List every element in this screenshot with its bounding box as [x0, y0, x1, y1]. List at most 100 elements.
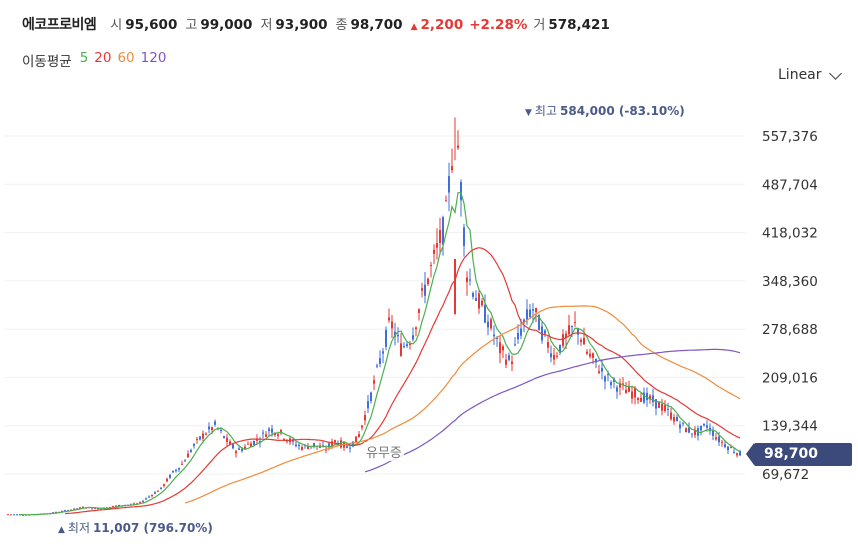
candle-body: [451, 166, 453, 171]
candle-body: [433, 249, 435, 254]
candle-body: [469, 279, 471, 281]
candle-body: [556, 355, 558, 357]
candle-body: [421, 288, 423, 291]
candle-body: [430, 264, 432, 266]
candle-body: [193, 444, 195, 446]
ma-120-label[interactable]: 120: [140, 50, 167, 66]
candle-body: [562, 334, 564, 347]
candle-body: [61, 511, 63, 513]
candle-body: [352, 441, 354, 447]
candle-body: [682, 422, 684, 424]
open-value: 95,600: [125, 17, 178, 33]
candle-body: [625, 389, 627, 394]
candle-body: [22, 514, 24, 516]
candle-body: [403, 346, 405, 348]
candle-body: [523, 319, 525, 323]
candle-body: [139, 502, 141, 504]
candle-body: [493, 334, 495, 337]
candle-body: [298, 444, 300, 447]
candle-body: [385, 330, 387, 347]
candle-body: [373, 380, 375, 384]
candle-body: [667, 408, 669, 410]
candle-body: [220, 430, 222, 432]
candle-body: [577, 329, 579, 335]
ma-20-label[interactable]: 20: [94, 50, 112, 66]
candle-body: [574, 322, 576, 324]
candle-body: [178, 467, 180, 470]
ma-60-line: [184, 305, 741, 504]
candle-body: [382, 351, 384, 354]
candle-body: [391, 321, 393, 329]
candle-body: [718, 436, 720, 443]
candle-body: [151, 495, 153, 497]
candle-body: [658, 402, 660, 408]
candle-body: [709, 427, 711, 432]
low-label: 저: [260, 18, 273, 33]
candle-body: [400, 343, 402, 356]
candle-body: [181, 463, 183, 465]
candle-body: [703, 423, 705, 426]
candle-body: [583, 337, 585, 345]
candle-body: [706, 425, 708, 428]
ma-5-label[interactable]: 5: [79, 50, 89, 66]
candle-body: [670, 412, 672, 420]
candle-body: [253, 440, 255, 445]
candle-body: [370, 392, 372, 402]
candle-body: [448, 176, 450, 193]
candle-body: [538, 315, 540, 331]
stock-name: 에코프로비엠: [22, 17, 97, 33]
candle-body: [328, 443, 330, 447]
moving-average-lines: [19, 192, 741, 516]
candle-body: [184, 460, 186, 462]
up-triangle-icon: ▲: [58, 525, 65, 535]
candle-body: [250, 443, 252, 448]
candle-body: [634, 387, 636, 398]
candle-body: [271, 428, 273, 433]
candle-body: [7, 514, 9, 516]
scale-selector[interactable]: Linear: [778, 66, 842, 83]
candle-body: [466, 277, 468, 283]
candle-body: [529, 309, 531, 317]
candle-body: [445, 200, 447, 202]
candle-body: [166, 478, 168, 482]
candle-body: [172, 470, 174, 473]
candle-body: [508, 355, 510, 360]
y-tick-label: 348,360: [762, 274, 818, 290]
y-tick-label: 278,688: [762, 322, 818, 338]
candle-body: [532, 309, 534, 311]
candle-body: [187, 453, 189, 458]
candle-body: [628, 385, 630, 392]
ma-60-label[interactable]: 60: [117, 50, 135, 66]
current-price-tag: 98,700: [746, 443, 852, 466]
candles: [7, 117, 741, 516]
candle-body: [112, 506, 114, 508]
candle-body: [412, 335, 414, 340]
candle-body: [553, 354, 555, 360]
candle-body: [418, 309, 420, 313]
candle-body: [55, 511, 57, 513]
low-value: 93,900: [275, 17, 328, 33]
candle-body: [94, 507, 96, 509]
candle-body: [142, 500, 144, 502]
candle-body: [115, 505, 117, 507]
candle-body: [259, 441, 261, 443]
candle-body: [604, 376, 606, 382]
candle-body: [235, 451, 237, 454]
candle-body: [586, 351, 588, 354]
candle-body: [598, 371, 600, 374]
candle-body: [679, 424, 681, 429]
ma-title: 이동평균: [22, 54, 72, 70]
high-label: 고: [185, 18, 198, 33]
candle-body: [580, 339, 582, 343]
candle-body: [622, 383, 624, 385]
candle-body: [133, 503, 135, 505]
candle-body: [283, 438, 285, 440]
candle-body: [319, 445, 321, 448]
candle-body: [484, 304, 486, 323]
y-tick-label: 557,376: [762, 129, 818, 145]
candle-body: [607, 373, 609, 375]
candle-body: [724, 444, 726, 448]
candle-body: [268, 428, 270, 432]
candle-body: [535, 308, 537, 312]
